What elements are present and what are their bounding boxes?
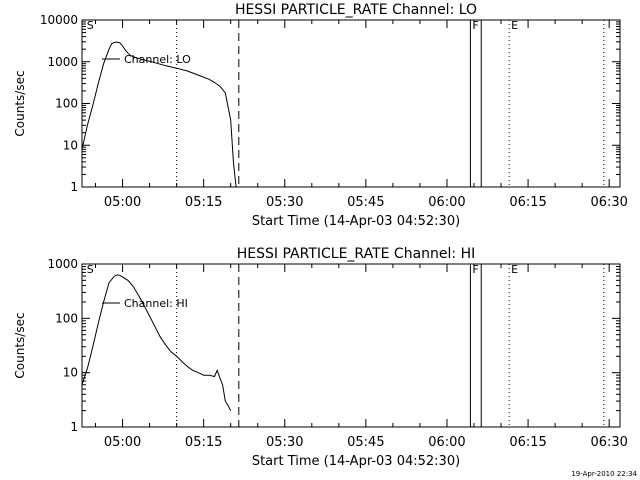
chart-title: HESSI PARTICLE_RATE Channel: HI (237, 246, 475, 262)
legend-label: Channel: HI (124, 297, 188, 310)
y-tick-label: 1 (70, 420, 78, 434)
x-axis-label: Start Time (14-Apr-03 04:52:30) (252, 454, 460, 469)
chart-panel-lo: HESSI PARTICLE_RATE Channel: LO Start Tim… (13, 2, 628, 229)
x-axis-label: Start Time (14-Apr-03 04:52:30) (252, 214, 460, 229)
series-line (81, 41, 237, 188)
y-tick-label: 10 (63, 366, 78, 380)
y-axis-label: Counts/sec (13, 70, 27, 136)
x-tick-label: 06:15 (509, 195, 546, 210)
footer-timestamp: 19-Apr-2010 22:34 (571, 470, 637, 478)
y-tick-label: 1 (70, 180, 78, 194)
event-marker-label: E (511, 263, 518, 276)
x-tick-label: 05:15 (185, 195, 222, 210)
x-tick-label: 06:30 (590, 195, 627, 210)
chart-title: HESSI PARTICLE_RATE Channel: LO (235, 2, 477, 18)
x-tick-label: 06:00 (428, 195, 465, 210)
event-marker-label: E (511, 19, 518, 32)
plot-frame (81, 263, 621, 428)
y-tick-label: 10 (63, 138, 78, 152)
x-tick-label: 06:30 (590, 435, 627, 450)
event-marker-label: F (472, 263, 478, 276)
x-tick-label: 05:30 (266, 195, 303, 210)
x-tick-label: 06:15 (509, 435, 546, 450)
event-marker-label: S (87, 263, 94, 276)
y-tick-label: 10000 (40, 13, 78, 27)
chart-panel-hi: HESSI PARTICLE_RATE Channel: HI Start Tim… (13, 246, 628, 469)
x-tick-label: 05:45 (347, 435, 384, 450)
x-tick-label: 05:30 (266, 435, 303, 450)
panels: HESSI PARTICLE_RATE Channel: LO Start Tim… (13, 2, 628, 469)
y-tick-label: 100 (55, 97, 78, 111)
x-tick-label: 05:00 (104, 195, 141, 210)
y-tick-label: 1000 (47, 55, 78, 69)
event-marker-label: S (87, 19, 94, 32)
x-tick-label: 05:45 (347, 195, 384, 210)
series-line (81, 274, 232, 411)
x-tick-label: 05:00 (104, 435, 141, 450)
event-marker-label: F (472, 19, 478, 32)
x-tick-label: 05:15 (185, 435, 222, 450)
y-tick-label: 1000 (47, 257, 78, 271)
y-tick-label: 100 (55, 311, 78, 325)
y-axis-label: Counts/sec (13, 312, 27, 378)
x-tick-label: 06:00 (428, 435, 465, 450)
legend-label: Channel: LO (124, 53, 191, 66)
